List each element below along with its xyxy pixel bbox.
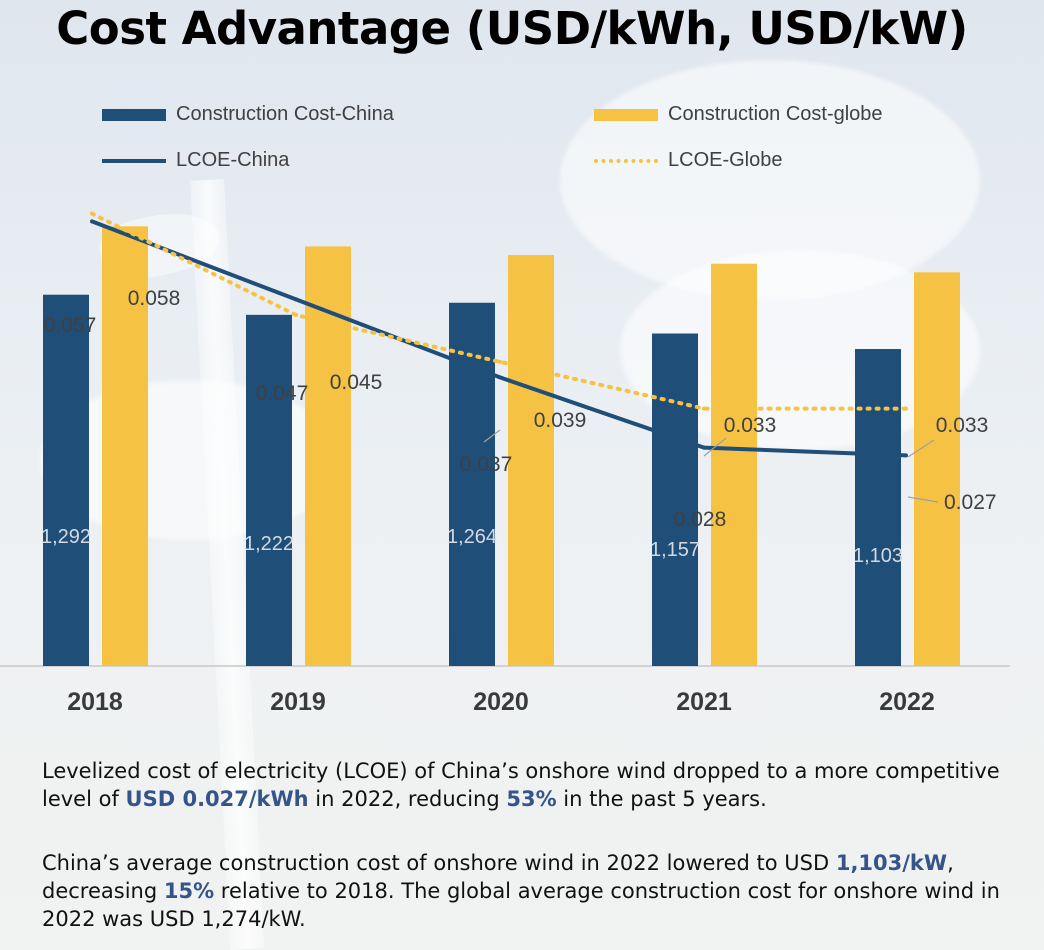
data-label-lcoe-globe-2018: 0.058 bbox=[128, 287, 181, 310]
bar-china-2018 bbox=[43, 294, 89, 666]
desc-text: in the past 5 years. bbox=[556, 787, 767, 811]
data-label-lcoe-globe-2019: 0.045 bbox=[330, 371, 383, 394]
bar-china-2022 bbox=[855, 349, 901, 666]
bar-china-2020 bbox=[449, 302, 495, 666]
legend-label: LCOE-Globe bbox=[668, 149, 783, 171]
legend-item-construction-cost-china: Construction Cost-China bbox=[102, 103, 394, 126]
point-lcoe-globe-2020 bbox=[498, 359, 502, 364]
legend-item-construction-cost-globe: Construction Cost-globe bbox=[594, 103, 883, 126]
data-label-lcoe-china-2020: 0.037 bbox=[460, 453, 513, 476]
bar-label-china-2021: 1,157 bbox=[650, 539, 700, 561]
bar-label-china-2019: 1,222 bbox=[244, 533, 294, 555]
leader-line-2020 bbox=[483, 429, 501, 443]
bar-label-china-2018: 1,292 bbox=[41, 526, 91, 548]
point-lcoe-china-2018 bbox=[90, 219, 94, 224]
legend-swatch-china-bar bbox=[102, 108, 166, 121]
leader-line-2022-globe bbox=[907, 439, 935, 458]
data-label-lcoe-china-2022: 0.027 bbox=[944, 491, 997, 514]
bar-china-2021 bbox=[652, 333, 698, 666]
x-tick-label-2022: 2022 bbox=[879, 688, 935, 716]
x-tick-label-2020: 2020 bbox=[473, 688, 529, 716]
bar-china-2019 bbox=[246, 314, 292, 666]
legend-item-lcoe-china: LCOE-China bbox=[102, 149, 289, 172]
desc-highlight-lcoe-reduction: 53% bbox=[506, 787, 557, 811]
legend-swatch-globe-bar bbox=[594, 108, 658, 121]
data-label-lcoe-china-2019: 0.047 bbox=[256, 382, 309, 405]
desc-highlight-lcoe-value: USD 0.027/kWh bbox=[125, 787, 309, 811]
x-tick-label-2018: 2018 bbox=[67, 688, 123, 716]
bar-globe-2018 bbox=[102, 226, 148, 667]
desc-text: , decreasing bbox=[42, 851, 954, 903]
legend-swatch-globe-line bbox=[594, 158, 658, 163]
description-construction-cost: China’s average construction cost of ons… bbox=[42, 849, 1042, 933]
point-lcoe-globe-2018 bbox=[90, 211, 94, 216]
desc-highlight-cost-reduction: 15% bbox=[163, 879, 215, 903]
leader-line-2021 bbox=[703, 437, 727, 457]
point-lcoe-china-2019 bbox=[294, 297, 298, 302]
line-lcoe-globe bbox=[90, 211, 908, 411]
bar-label-china-2020: 1,264 bbox=[447, 526, 497, 548]
legend-item-lcoe-globe: LCOE-Globe bbox=[594, 149, 783, 172]
point-lcoe-globe-2022 bbox=[904, 406, 908, 411]
desc-text: China’s average construction cost of ons… bbox=[42, 851, 836, 875]
point-lcoe-globe-2021 bbox=[702, 406, 706, 411]
bar-globe-2019 bbox=[305, 246, 351, 666]
desc-text: relative to 2018. The global average con… bbox=[42, 879, 1000, 931]
cost-chart: 2018 2019 2020 2021 2022 1,292 1,222 1,264 1,157… bbox=[0, 211, 1010, 716]
bar-globe-2022 bbox=[914, 272, 960, 666]
description-lcoe: Levelized cost of electricity (LCOE) of … bbox=[42, 757, 1042, 813]
legend-label: LCOE-China bbox=[176, 149, 290, 171]
bar-label-china-2022: 1,103 bbox=[853, 545, 903, 567]
legend-swatch-china-line bbox=[102, 158, 166, 163]
point-lcoe-china-2021 bbox=[702, 445, 706, 450]
line-lcoe-china bbox=[91, 219, 907, 458]
bar-globe-2021 bbox=[711, 263, 757, 666]
point-lcoe-globe-2019 bbox=[294, 313, 298, 317]
data-label-lcoe-globe-2020: 0.039 bbox=[534, 409, 587, 432]
desc-text: Levelized cost of electricity (LCOE) of … bbox=[42, 759, 1000, 811]
data-label-lcoe-china-2021: 0.028 bbox=[674, 508, 727, 531]
page-title: Cost Advantage (USD/kWh, USD/kW) bbox=[56, 2, 968, 55]
data-label-lcoe-globe-2021: 0.033 bbox=[724, 414, 777, 437]
desc-highlight-cost-value: 1,103/kW bbox=[835, 851, 948, 875]
point-lcoe-china-2022 bbox=[904, 453, 908, 458]
leader-line-2022-china bbox=[907, 496, 939, 503]
desc-text: in 2022, reducing bbox=[308, 787, 507, 811]
legend-label: Construction Cost-China bbox=[176, 103, 394, 125]
point-lcoe-china-2020 bbox=[498, 375, 502, 380]
data-label-lcoe-china-2018: 0.057 bbox=[44, 314, 97, 337]
x-tick-label-2021: 2021 bbox=[676, 688, 732, 716]
data-label-lcoe-globe-2022: 0.033 bbox=[936, 414, 989, 437]
bar-globe-2020 bbox=[508, 255, 554, 666]
legend-label: Construction Cost-globe bbox=[668, 103, 883, 125]
x-tick-label-2019: 2019 bbox=[270, 688, 326, 716]
